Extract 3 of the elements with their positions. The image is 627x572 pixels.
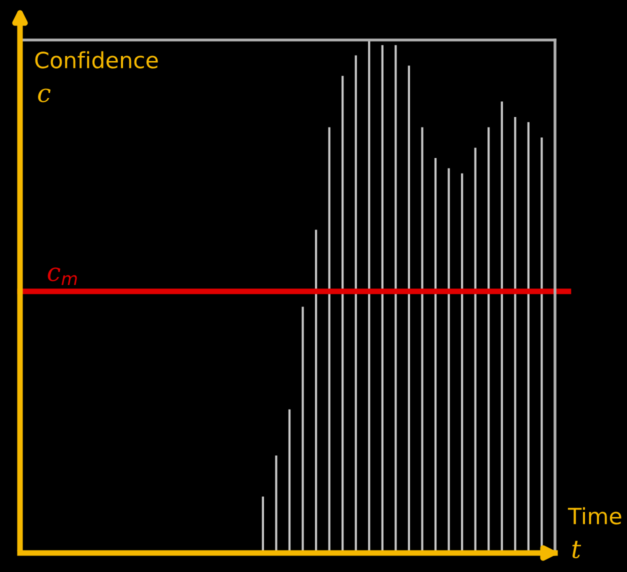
x-axis-title: Time t [568,507,622,558]
ref-line-label: c$_{m}$ [48,268,77,285]
y-axis-title: Confidence c [35,51,158,102]
